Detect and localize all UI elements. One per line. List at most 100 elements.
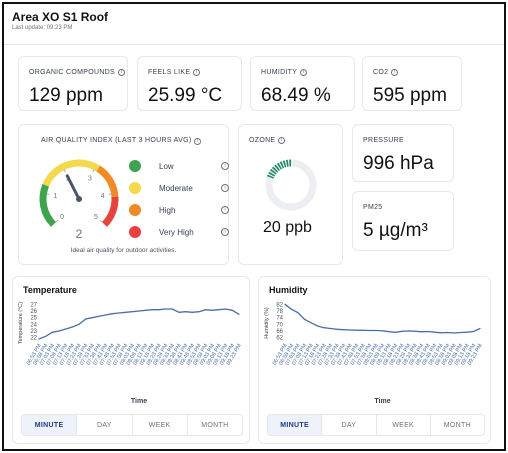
gauge-tick-mark xyxy=(63,169,66,173)
data-point xyxy=(105,314,107,316)
data-point xyxy=(191,311,193,313)
data-point xyxy=(349,329,351,331)
info-icon[interactable]: i xyxy=(391,69,399,76)
aqi-title: AIR QUALITY INDEX (LAST 3 HOURS AVG) xyxy=(41,137,192,144)
tab-minute[interactable]: MINUTE xyxy=(22,415,78,435)
data-point xyxy=(446,331,449,334)
kpi-label-feels-like: FEELS LIKE xyxy=(148,69,191,76)
last-update-text: Last update: 09:23 PM xyxy=(12,25,73,31)
y-tick-label: 22 xyxy=(30,336,37,342)
legend-item-moderate: Moderate i xyxy=(129,181,229,195)
legend-label-low: Low xyxy=(159,161,174,171)
humidity-chart-card: Humidity 62 66 70 74 78 82 Humidity (%) 06:53 P… xyxy=(258,276,491,444)
data-point xyxy=(297,312,299,314)
tab-month[interactable]: MONTH xyxy=(201,421,229,429)
tab-week[interactable]: WEEK xyxy=(133,415,188,435)
info-icon[interactable]: i xyxy=(194,138,202,145)
data-point xyxy=(336,328,338,330)
data-point xyxy=(355,329,358,331)
y-tick-label: 70 xyxy=(276,322,283,328)
data-point xyxy=(440,332,442,334)
pressure-value: 996 hPa xyxy=(363,153,434,174)
gauge-needle xyxy=(65,174,81,201)
data-point xyxy=(375,329,377,332)
gauge-value-label: 2 xyxy=(76,227,83,241)
data-point xyxy=(368,329,371,332)
y-tick-label: 78 xyxy=(276,309,283,315)
gauge-tick-mark xyxy=(92,169,95,173)
info-icon[interactable]: i xyxy=(300,69,308,76)
info-icon[interactable]: i xyxy=(221,184,229,192)
y-axis-title: Humidity (%) xyxy=(264,307,270,339)
tab-day[interactable]: DAY xyxy=(322,415,377,435)
gauge-tick-mark xyxy=(55,219,59,223)
x-axis-title: Time xyxy=(131,398,147,405)
data-point xyxy=(85,318,87,320)
data-point xyxy=(58,330,60,332)
pm25-label: PM25 xyxy=(363,204,383,211)
data-point xyxy=(466,331,468,333)
series-line xyxy=(38,308,240,340)
pm25-value: 5 µg/m³ xyxy=(363,220,428,241)
data-point xyxy=(78,323,80,325)
kpi-value-co2: 595 ppm xyxy=(373,85,447,106)
y-tick-label: 26 xyxy=(30,309,37,315)
data-point xyxy=(472,330,475,333)
temperature-chart-title: Temperature xyxy=(23,285,77,295)
data-point xyxy=(329,327,332,330)
tab-week[interactable]: WEEK xyxy=(377,415,431,435)
humidity-range-tabs: MINUTE DAY WEEK MONTH xyxy=(267,414,485,436)
gauge-segment-moderate xyxy=(42,159,101,187)
kpi-card-humidity: HUMIDITY i 68.49 % xyxy=(250,56,355,111)
data-point xyxy=(131,311,133,313)
page-header: Area XO S1 Roof Last update: 09:23 PM xyxy=(12,10,108,31)
ozone-value: 20 ppb xyxy=(263,219,312,236)
legend-dot-low xyxy=(129,160,141,172)
data-point xyxy=(453,332,455,334)
y-tick-label: 66 xyxy=(276,329,283,335)
tab-month[interactable]: MONTH xyxy=(443,421,471,429)
data-point xyxy=(111,313,113,315)
data-point xyxy=(401,330,403,332)
y-axis-title: Temperature (°C) xyxy=(18,302,24,344)
legend-item-very-high: Very High i xyxy=(129,225,229,239)
tab-day[interactable]: DAY xyxy=(77,415,133,435)
info-icon[interactable]: i xyxy=(118,69,125,76)
data-point xyxy=(323,327,325,329)
legend-dot-high xyxy=(129,204,141,216)
tab-minute[interactable]: MINUTE xyxy=(268,415,323,435)
data-point xyxy=(303,318,306,320)
temperature-chart-card: Temperature 22 23 24 25 26 27 Temperature (°C)… xyxy=(12,276,250,444)
gauge-tick-label: 1 xyxy=(53,193,57,200)
gauge-segment-very-high xyxy=(101,196,119,227)
legend-item-high: High i xyxy=(129,203,229,217)
data-point xyxy=(91,317,93,319)
data-point xyxy=(185,311,187,313)
data-point xyxy=(125,311,127,313)
y-tick-label: 74 xyxy=(276,316,283,322)
data-point xyxy=(238,313,240,315)
data-point xyxy=(45,335,47,337)
data-point xyxy=(420,331,423,333)
data-point xyxy=(218,309,220,311)
aqi-gauge: 012345 2 xyxy=(39,159,119,241)
info-icon[interactable]: i xyxy=(221,162,229,170)
gauge-tick-label: 0 xyxy=(60,214,64,221)
info-icon[interactable]: i xyxy=(221,206,229,214)
humidity-chart-title: Humidity xyxy=(269,285,308,295)
info-icon[interactable]: i xyxy=(278,137,286,144)
info-icon[interactable]: i xyxy=(221,228,229,236)
kpi-label-co2: CO2 xyxy=(373,69,389,76)
data-point xyxy=(310,322,312,324)
data-point xyxy=(388,331,390,333)
data-point xyxy=(118,312,120,314)
kpi-value-organic-compounds: 129 ppm xyxy=(29,85,103,106)
data-point xyxy=(284,303,286,305)
data-point xyxy=(362,329,364,331)
gauge-tick-mark xyxy=(99,219,103,223)
gauge-tick-label: 5 xyxy=(94,214,98,221)
kpi-card-feels-like: FEELS LIKE i 25.99 °C xyxy=(137,56,242,111)
info-icon[interactable]: i xyxy=(193,69,201,76)
